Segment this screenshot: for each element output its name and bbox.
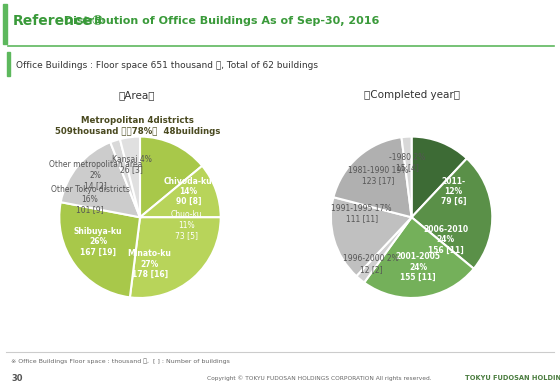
Wedge shape (60, 142, 140, 217)
Wedge shape (412, 158, 492, 269)
Wedge shape (412, 137, 467, 217)
Text: Other metropolitan area
2%
14 [2]: Other metropolitan area 2% 14 [2] (49, 160, 142, 190)
Wedge shape (59, 202, 140, 297)
Text: Reference⑤: Reference⑤ (12, 14, 104, 28)
Text: ※ Office Buildings Floor space : thousand ㎡,  [ ] : Number of buildings: ※ Office Buildings Floor space : thousan… (11, 359, 230, 364)
Wedge shape (331, 197, 412, 276)
Wedge shape (356, 217, 412, 282)
Text: TOKYU FUDOSAN HOLDINGS: TOKYU FUDOSAN HOLDINGS (465, 375, 560, 381)
Text: （Area）: （Area） (119, 90, 156, 100)
Bar (7, 52, 10, 76)
Text: 1981-1990 19%
123 [17]: 1981-1990 19% 123 [17] (348, 166, 408, 185)
Text: -1980 2%
15 [4]: -1980 2% 15 [4] (389, 153, 426, 172)
Text: 1991-1995 17%
111 [11]: 1991-1995 17% 111 [11] (332, 204, 392, 223)
Wedge shape (333, 137, 412, 217)
Wedge shape (140, 166, 221, 217)
Wedge shape (364, 217, 474, 298)
Bar (3, 4, 7, 44)
Text: Kansai 4%
26 [3]: Kansai 4% 26 [3] (112, 155, 152, 175)
Text: Copyright © TOKYU FUDOSAN HOLDINGS CORPORATION All rights reserved.: Copyright © TOKYU FUDOSAN HOLDINGS CORPO… (207, 376, 432, 381)
Text: Chiyoda-ku
14%
90 [8]: Chiyoda-ku 14% 90 [8] (164, 177, 213, 206)
Text: 2011-
12%
79 [6]: 2011- 12% 79 [6] (441, 177, 466, 206)
Text: Shibuya-ku
26%
167 [19]: Shibuya-ku 26% 167 [19] (74, 227, 122, 256)
Text: After 2001
390thousand ㎡（60%）  28buildings: After 2001 390thousand ㎡（60%） 28building… (326, 116, 491, 136)
Text: 2006-2010
24%
156 [11]: 2006-2010 24% 156 [11] (423, 225, 468, 255)
Wedge shape (140, 137, 202, 217)
Wedge shape (110, 139, 140, 217)
Wedge shape (130, 217, 221, 298)
Text: Metropolitan 4districts
509thousand ㎡（78%）  48buildings: Metropolitan 4districts 509thousand ㎡（78… (54, 116, 220, 136)
Wedge shape (402, 137, 412, 217)
Text: Office Buildings : Floor space 651 thousand ㎡, Total of 62 buildings: Office Buildings : Floor space 651 thous… (16, 61, 318, 70)
Text: （Completed year）: （Completed year） (363, 90, 460, 100)
Text: 1996-2000 2%
12 [2]: 1996-2000 2% 12 [2] (343, 255, 399, 274)
Text: Chuo-ku
11%
73 [5]: Chuo-ku 11% 73 [5] (171, 210, 203, 240)
Text: 30: 30 (11, 374, 23, 383)
Text: Minato-ku
27%
178 [16]: Minato-ku 27% 178 [16] (128, 249, 171, 279)
Text: Distribution of Office Buildings As of Sep-30, 2016: Distribution of Office Buildings As of S… (60, 16, 379, 26)
Text: 2001-2005
24%
155 [11]: 2001-2005 24% 155 [11] (395, 253, 441, 282)
Text: Other Tokyo districts
16%
101 [9]: Other Tokyo districts 16% 101 [9] (50, 185, 129, 215)
Wedge shape (120, 137, 140, 217)
